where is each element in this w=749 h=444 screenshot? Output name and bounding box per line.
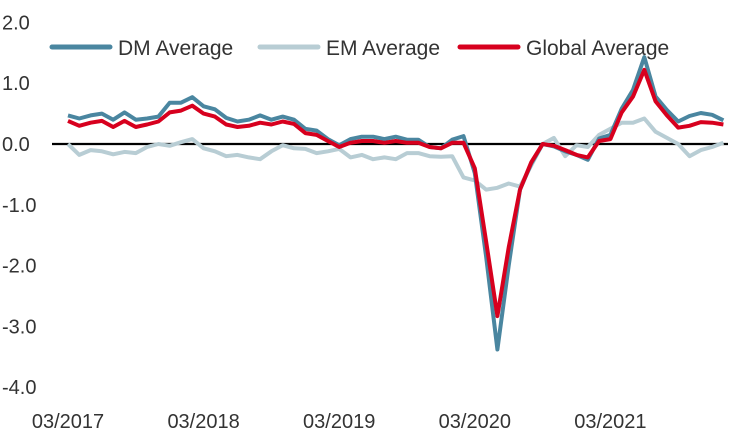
x-tick-label: 03/2021 <box>574 411 646 433</box>
y-axis-ticks: 2.0 1.0 0.0 -1.0 -2.0 -3.0 -4.0 <box>2 12 36 399</box>
legend-item: DM Average <box>49 37 233 60</box>
y-tick-label: 2.0 <box>2 12 30 34</box>
series-line-dm-average <box>67 55 725 352</box>
legend-label: EM Average <box>326 37 440 60</box>
series-lines <box>66 55 725 352</box>
y-tick-label: -2.0 <box>2 256 36 278</box>
series-line-global-average <box>67 67 724 319</box>
legend-item: Global Average <box>457 37 669 60</box>
x-tick-label: 03/2019 <box>303 411 375 433</box>
y-tick-label: 1.0 <box>2 73 30 95</box>
x-tick-label: 03/2020 <box>439 411 511 433</box>
x-tick-label: 03/2018 <box>167 411 239 433</box>
y-tick-label: -3.0 <box>2 316 36 338</box>
x-axis-ticks: 03/2017 03/2018 03/2019 03/2020 03/2021 <box>32 411 647 433</box>
legend-item: EM Average <box>257 37 440 60</box>
x-tick-label: 03/2017 <box>32 411 104 433</box>
legend-label: DM Average <box>118 37 233 60</box>
y-tick-label: -1.0 <box>2 195 36 217</box>
legend-label: Global Average <box>526 37 669 60</box>
legend: DM Average EM Average Global Average <box>49 37 669 60</box>
y-tick-label: -4.0 <box>2 377 36 399</box>
y-tick-label: 0.0 <box>2 134 30 156</box>
series-line-em-average <box>66 116 725 192</box>
